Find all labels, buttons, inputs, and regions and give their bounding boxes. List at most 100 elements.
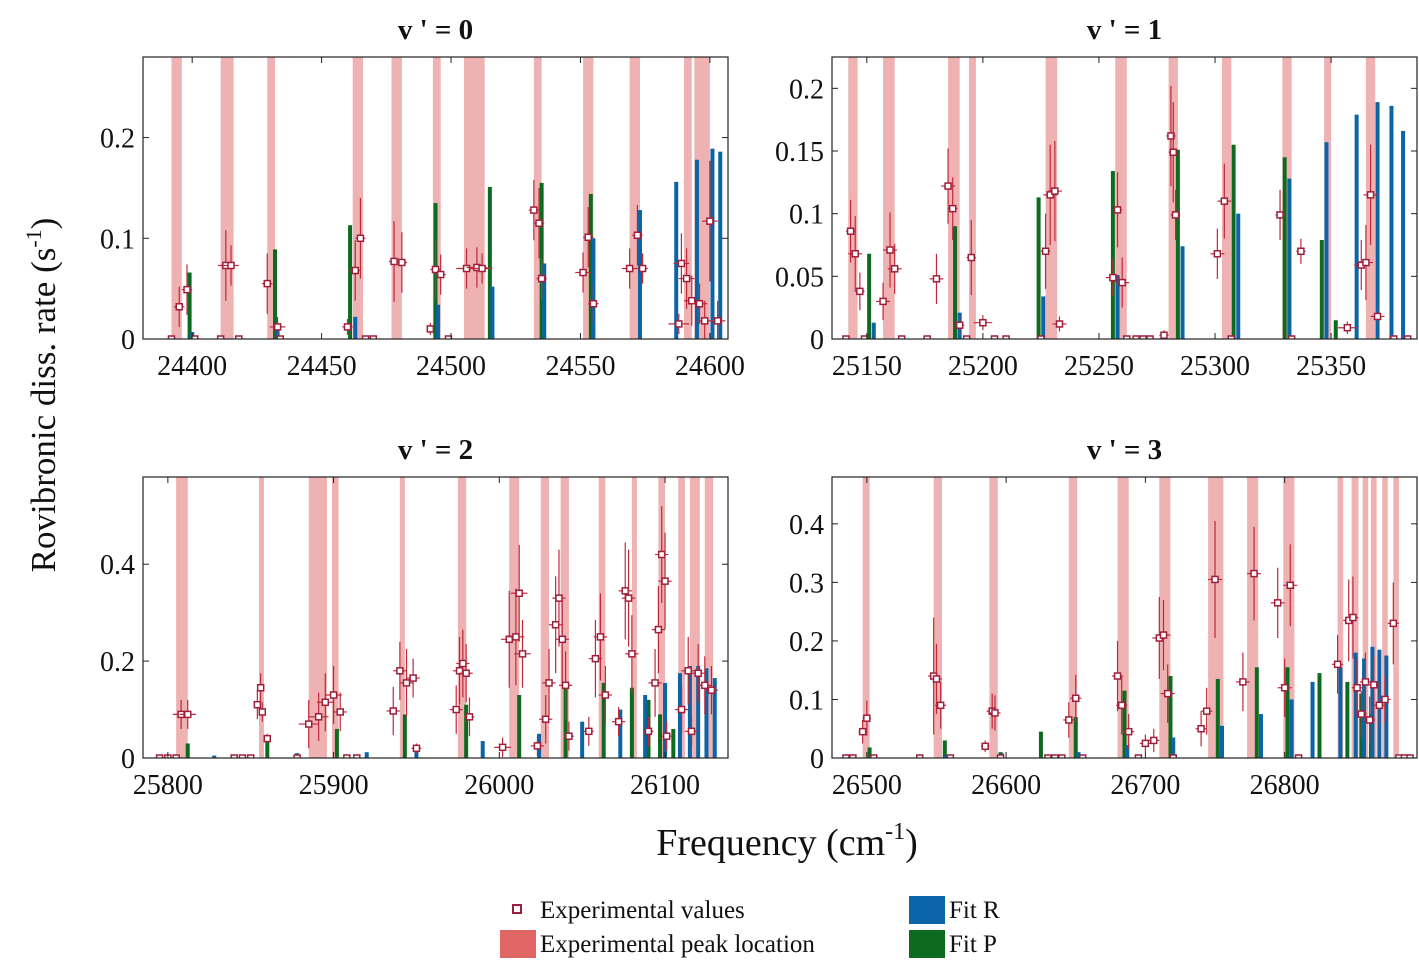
experimental-point — [167, 335, 176, 339]
peak-band — [1283, 477, 1295, 758]
experimental-point — [541, 715, 550, 723]
fit-r-bar — [663, 682, 668, 758]
legend-label-experimental-values: Experimental values — [540, 897, 745, 924]
experimental-point — [1406, 754, 1414, 758]
experimental-point — [535, 219, 543, 227]
experimental-point — [591, 654, 600, 663]
subplot-1: 25150 25200 25250 25300 25350 0 0.05 0.1 0.15 0.2… — [775, 14, 1418, 382]
fit-r-bar — [1370, 646, 1375, 758]
y-axis-label: Rovibronic diss. rate (s-1) — [21, 218, 63, 573]
x-tick-label: 24450 — [287, 351, 357, 382]
experimental-point — [1109, 273, 1117, 282]
fit-r-bar — [1353, 652, 1358, 758]
x-tick-label: 25300 — [1180, 351, 1250, 382]
fit-p-bar — [334, 728, 339, 758]
peak-band — [331, 477, 339, 758]
experimental-point — [431, 265, 440, 274]
fit-r-bar — [710, 148, 715, 339]
experimental-point — [1167, 132, 1175, 140]
experimental-point — [1055, 320, 1064, 328]
x-tick-label: 25200 — [948, 351, 1018, 382]
x-tick-label: 25150 — [832, 351, 902, 382]
experimental-point — [462, 264, 471, 273]
fit-r-bar — [1125, 745, 1130, 758]
experimental-point — [701, 681, 709, 690]
x-tick-label: 26500 — [832, 770, 902, 801]
experimental-point — [321, 698, 330, 707]
experimental-point — [849, 754, 857, 758]
experimental-point — [1276, 211, 1284, 219]
experimental-point — [1159, 631, 1168, 639]
experimental-point — [361, 335, 370, 339]
experimental-point — [651, 679, 659, 687]
experimental-point — [1370, 681, 1378, 689]
fit-p-bar — [1110, 171, 1115, 339]
experimental-point — [436, 270, 445, 279]
experimental-point — [1171, 211, 1180, 219]
experimental-point — [601, 691, 610, 699]
experimental-point — [478, 264, 486, 273]
experimental-point — [183, 285, 191, 294]
fit-r-bar — [687, 665, 692, 758]
fit-p-bar — [1317, 673, 1322, 758]
experimental-point — [263, 734, 272, 743]
fit-r-bar — [1375, 102, 1380, 339]
fit-r-bar — [643, 695, 648, 758]
experimental-point — [1058, 754, 1066, 758]
experimental-point — [1072, 694, 1080, 703]
experimental-point — [263, 279, 271, 288]
experimental-point — [1051, 754, 1059, 758]
x-tick-label: 24500 — [416, 351, 486, 382]
experimental-point — [1403, 335, 1412, 339]
fit-r-bar — [871, 322, 876, 339]
fit-r-bar — [677, 673, 682, 758]
experimental-point — [863, 714, 871, 722]
experimental-point — [1065, 716, 1073, 724]
experimental-point — [1395, 754, 1403, 758]
x-tick-label: 25800 — [133, 770, 203, 801]
experimental-point — [396, 667, 404, 675]
experimental-point — [1118, 278, 1126, 287]
x-tick-label: 26600 — [971, 770, 1041, 801]
legend-swatch-fit-p — [909, 930, 945, 958]
fit-r-bar — [674, 181, 679, 339]
experimental-point — [1160, 331, 1168, 339]
experimental-point — [585, 727, 593, 736]
experimental-point — [916, 754, 924, 758]
experimental-point — [235, 335, 243, 339]
experimental-point — [1197, 724, 1205, 733]
fit-p-bar — [867, 747, 872, 758]
fit-p-bar — [1231, 144, 1236, 339]
fit-p-bar — [464, 704, 469, 758]
fit-p-bar — [563, 685, 568, 758]
experimental-point — [589, 300, 598, 308]
experimental-point — [579, 268, 587, 277]
fit-p-bar — [658, 714, 663, 758]
peak-band — [533, 57, 542, 339]
legend-label-fit-r: Fit R — [949, 897, 1000, 924]
x-tick-label: 26800 — [1250, 770, 1320, 801]
experimental-point — [398, 258, 406, 267]
fit-r-bar — [1289, 699, 1294, 758]
experimental-point — [654, 625, 663, 634]
fit-p-bar — [1333, 320, 1338, 339]
axes-frame — [831, 476, 1418, 759]
experimental-point — [842, 754, 850, 758]
experimental-point — [856, 287, 864, 296]
experimental-point — [1375, 701, 1384, 710]
experimental-point — [390, 257, 398, 266]
experimental-point — [662, 732, 671, 740]
legend-label-fit-p: Fit P — [949, 931, 997, 958]
fit-p-bar — [1285, 667, 1290, 758]
axes-frame — [142, 476, 729, 759]
fit-r-bar — [480, 741, 485, 758]
fit-r-bar — [637, 210, 642, 339]
peak-band — [704, 477, 714, 758]
experimental-point — [624, 594, 633, 602]
fit-r-bar — [944, 755, 949, 758]
plot-area — [154, 477, 719, 758]
experimental-point — [706, 217, 714, 225]
fit-r-bar — [1115, 275, 1120, 339]
fit-p-bar — [942, 740, 947, 758]
